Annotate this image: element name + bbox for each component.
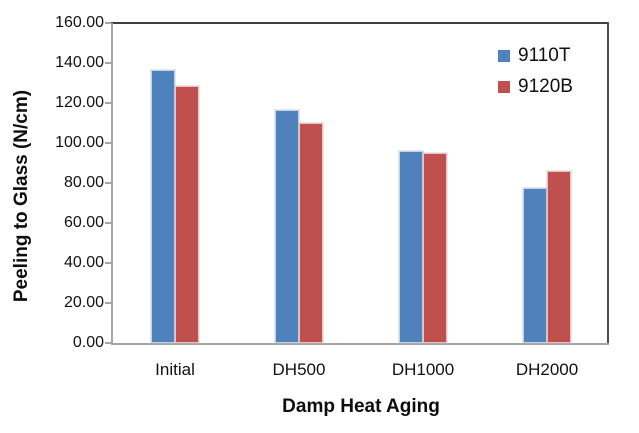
y-tick-mark xyxy=(105,102,111,104)
plot-border-top xyxy=(111,22,609,24)
bar-9110T-dh500 xyxy=(275,110,299,343)
x-category-label-initial: Initial xyxy=(155,360,195,379)
bar-9120B-dh2000 xyxy=(547,171,571,343)
legend-swatch-9110T xyxy=(498,50,510,62)
y-tick-mark xyxy=(105,182,111,184)
y-tick-label: 140.00 xyxy=(55,54,104,71)
y-tick-label: 40.00 xyxy=(63,254,104,271)
y-tick-mark xyxy=(105,62,111,64)
y-axis-line xyxy=(111,23,113,343)
legend-label-9110T: 9110T xyxy=(518,45,571,66)
legend-label-9120B: 9120B xyxy=(518,76,573,97)
y-tick-mark xyxy=(105,302,111,304)
plot-border-right xyxy=(607,22,609,345)
x-axis-line xyxy=(111,343,609,345)
y-tick-label: 80.00 xyxy=(63,174,104,191)
x-category-label-dh1000: DH1000 xyxy=(391,360,455,379)
y-axis-title: Peeling to Glass (N/cm) xyxy=(11,89,32,303)
y-tick-mark xyxy=(105,262,111,264)
y-tick-label: 160.00 xyxy=(55,14,104,31)
x-category-label-dh500: DH500 xyxy=(272,360,326,379)
y-tick-mark xyxy=(105,142,111,144)
bar-9120B-initial xyxy=(175,86,199,343)
y-tick-label: 100.00 xyxy=(55,134,104,151)
legend-item-9120B: 9120B xyxy=(498,76,573,98)
x-category-label-dh2000: DH2000 xyxy=(515,360,579,379)
bar-9110T-dh1000 xyxy=(399,151,423,343)
x-axis-title: Damp Heat Aging xyxy=(282,396,440,417)
bar-9110T-dh2000 xyxy=(523,188,547,343)
legend-item-9110T: 9110T xyxy=(498,45,573,67)
y-tick-label: 60.00 xyxy=(63,214,104,231)
legend: 9110T 9120B xyxy=(498,45,573,98)
y-tick-label: 20.00 xyxy=(63,294,104,311)
bar-9120B-dh500 xyxy=(299,123,323,343)
y-tick-label: 0.00 xyxy=(72,334,104,351)
bar-9110T-initial xyxy=(151,70,175,343)
y-tick-mark xyxy=(105,22,111,24)
plot-area xyxy=(113,23,609,343)
y-tick-mark xyxy=(105,222,111,224)
y-tick-mark xyxy=(105,342,111,344)
y-tick-label: 120.00 xyxy=(55,94,104,111)
legend-swatch-9120B xyxy=(498,81,510,93)
bar-9120B-dh1000 xyxy=(423,153,447,343)
